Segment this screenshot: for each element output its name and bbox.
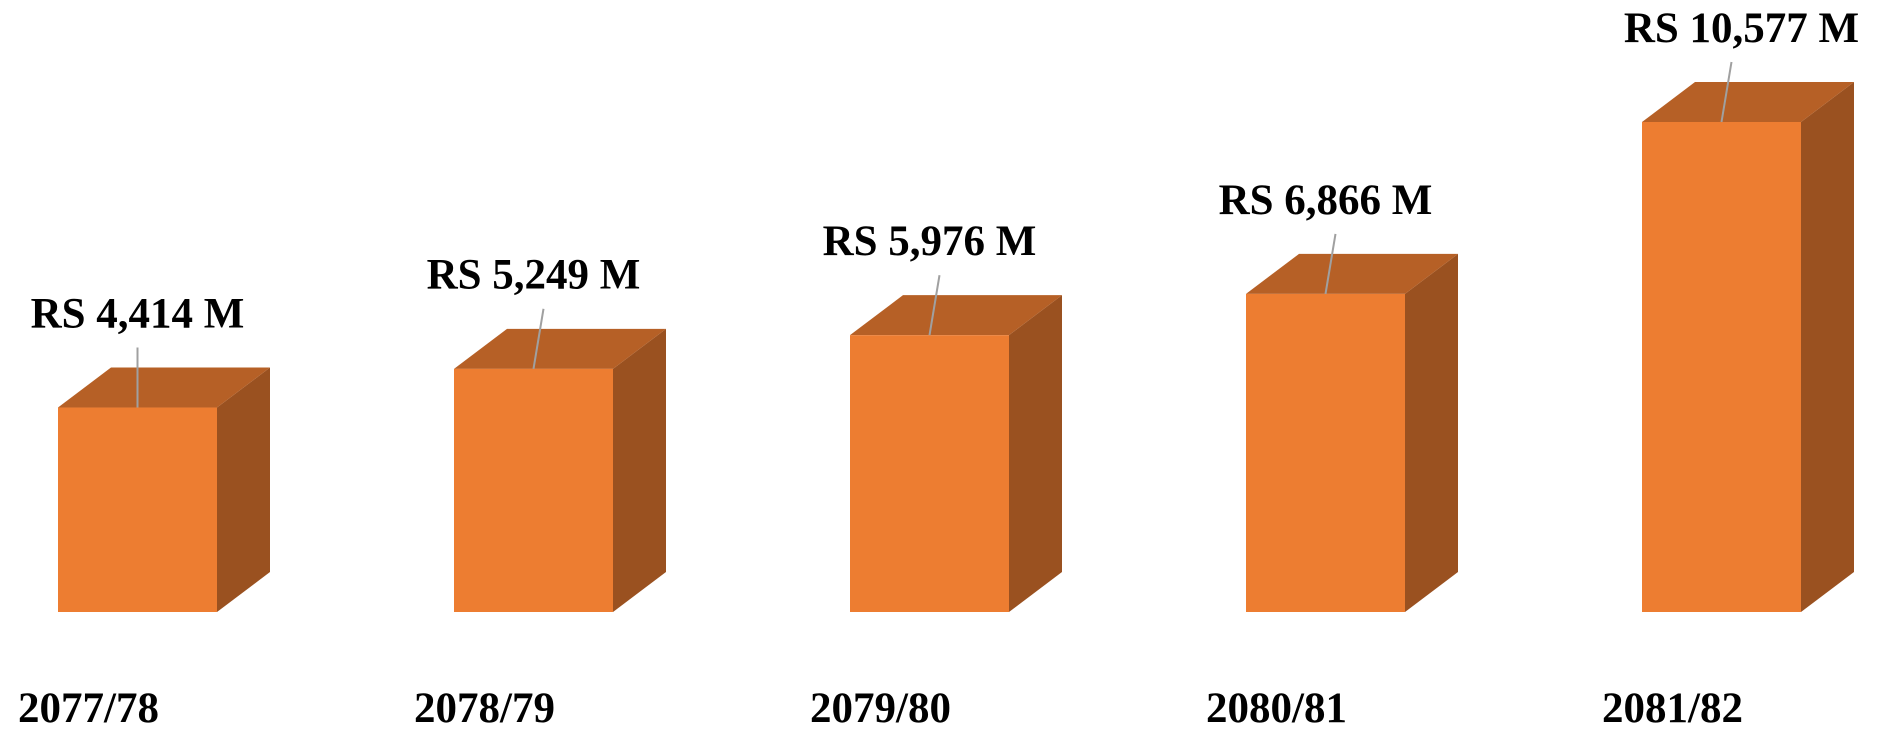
bar (1642, 122, 1801, 612)
value-label: RS 10,577 M (1624, 5, 1859, 52)
bar (58, 407, 217, 612)
leader-line (1324, 233, 1337, 295)
x-tick-label: 2079/80 (810, 685, 951, 732)
bar-top (1246, 253, 1458, 294)
bar-top (454, 328, 666, 369)
leader-line (532, 308, 545, 369)
bar-side (1405, 253, 1458, 613)
bar-top (1642, 82, 1854, 122)
bar-side (1009, 295, 1062, 612)
bar (454, 368, 613, 612)
x-tick-label: 2077/78 (18, 685, 159, 732)
value-label: RS 6,866 M (1219, 177, 1433, 224)
bar (1246, 293, 1405, 612)
x-tick-label: 2080/81 (1206, 685, 1347, 732)
x-tick-label: 2081/82 (1602, 685, 1743, 732)
leader-line (1720, 61, 1733, 123)
bar-top (850, 295, 1062, 336)
bar-top (58, 367, 270, 408)
bar (850, 335, 1009, 612)
bar-side (1801, 82, 1854, 612)
leader-line (928, 274, 941, 336)
x-tick-label: 2078/79 (414, 685, 555, 732)
bar-side (613, 328, 666, 612)
value-label: RS 5,249 M (427, 252, 641, 299)
value-label: RS 5,976 M (823, 218, 1037, 265)
value-label: RS 4,414 M (31, 290, 245, 337)
bar-side (217, 367, 270, 612)
